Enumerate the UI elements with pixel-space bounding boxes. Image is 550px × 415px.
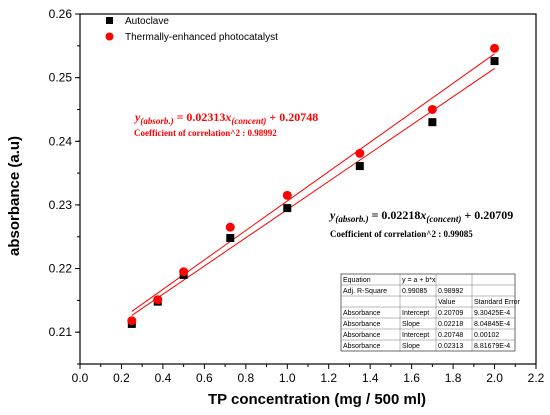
x-tick-label: 1.4 [362,371,379,385]
data-point-photocatalyst [153,295,163,305]
y-tick-label: 0.24 [49,134,73,148]
legend-marker-autoclave [106,17,113,24]
x-tick-label: 2.0 [486,371,503,385]
stats-cell: Slope [402,343,420,350]
stats-table-frame [340,273,516,352]
stats-cell: 0.00102 [474,332,499,339]
stats-cell: 0.98992 [438,288,463,295]
stats-cell: 8.81679E-4 [474,343,510,350]
data-point-autoclave [226,234,235,242]
stats-cell: Equation [343,277,371,284]
stats-cell: Standard Error [474,299,521,306]
data-point-photocatalyst [127,316,137,326]
data-point-photocatalyst [282,190,292,200]
stats-cell: Intercept [402,310,429,317]
data-point-photocatalyst [427,104,437,114]
x-tick-label: 1.0 [279,371,296,385]
stats-cell: Absorbance [343,343,380,350]
black-equation: y(absorb.) = 0.02218x(concent) + 0.20709 [328,208,513,224]
data-point-photocatalyst [179,267,189,277]
x-tick-label: 0.8 [237,371,254,385]
stats-cell: 0.02218 [438,321,463,328]
x-tick-label: 2.2 [528,371,545,385]
red-equation: y(absorb.) = 0.02313x(concent) + 0.20748 [133,110,318,126]
black-coefficient-label: Coefficient of correlation^2 : 0.99085 [330,229,473,239]
x-tick-label: 0.6 [196,371,213,385]
x-tick-label: 0.2 [113,371,130,385]
y-tick-label: 0.26 [49,7,73,21]
stats-cell: Absorbance [343,310,380,317]
data-point-autoclave [490,57,499,66]
legend: Autoclave Thermally-enhanced photocataly… [105,16,278,43]
data-point-autoclave [355,162,364,171]
stats-cell: Absorbance [343,321,380,328]
y-axis-title: absorbance (a.u) [6,136,23,256]
legend-label-photocatalyst: Thermally-enhanced photocatalyst [125,32,278,43]
x-tick-label: 0.0 [72,371,89,385]
fit-line-photocatalyst [131,53,495,312]
data-point-autoclave [428,118,437,127]
stats-cell: Intercept [402,332,429,339]
stats-cell: 8.04845E-4 [474,321,510,328]
data-point-photocatalyst [225,222,235,232]
stats-cell: Value [438,299,455,306]
y-tick-label: 0.25 [49,71,73,85]
stats-cell: Absorbance [343,332,380,339]
data-point-autoclave [283,204,292,213]
x-tick-label: 0.4 [155,371,172,385]
markers-layer [127,43,500,328]
red-coefficient-label: Coefficient of correlation^2 : 0.98992 [134,128,277,138]
x-tick-label: 1.8 [445,371,462,385]
stats-cell: 0.20748 [438,332,463,339]
y-tick-label: 0.23 [49,198,73,212]
stats-cell: 0.99085 [402,288,427,295]
legend-marker-photocatalyst [105,32,114,41]
stats-cell: Adj. R-Square [343,288,387,295]
x-tick-label: 1.2 [320,371,337,385]
axes-layer: 0.0 0.2 0.4 0.6 0.8 1.0 1.2 1.4 1.6 1.8 2.0 2.2 0.21… [49,7,545,385]
y-tick-label: 0.22 [49,262,73,276]
legend-label-autoclave: Autoclave [125,16,169,27]
data-point-photocatalyst [355,148,365,158]
stats-cell: 0.20709 [438,310,463,317]
x-axis-title: TP concentration (mg / 500 ml) [208,391,426,408]
stats-cell: 9.30425E-4 [474,310,510,317]
stats-cell: y = a + b*x [402,277,436,284]
stats-table: Equation y = a + b*x Adj. R-Square 0.99085 0… [340,273,521,352]
x-tick-label: 1.6 [403,371,420,385]
data-point-photocatalyst [490,43,500,53]
black-equation-annotation: y(absorb.) = 0.02218x(concent) + 0.20709… [328,208,513,239]
stats-cell: Slope [402,321,420,328]
stats-cell: 0.02313 [438,343,463,350]
red-equation-annotation: y(absorb.) = 0.02313x(concent) + 0.20748… [133,110,318,138]
y-tick-label: 0.21 [49,325,73,339]
